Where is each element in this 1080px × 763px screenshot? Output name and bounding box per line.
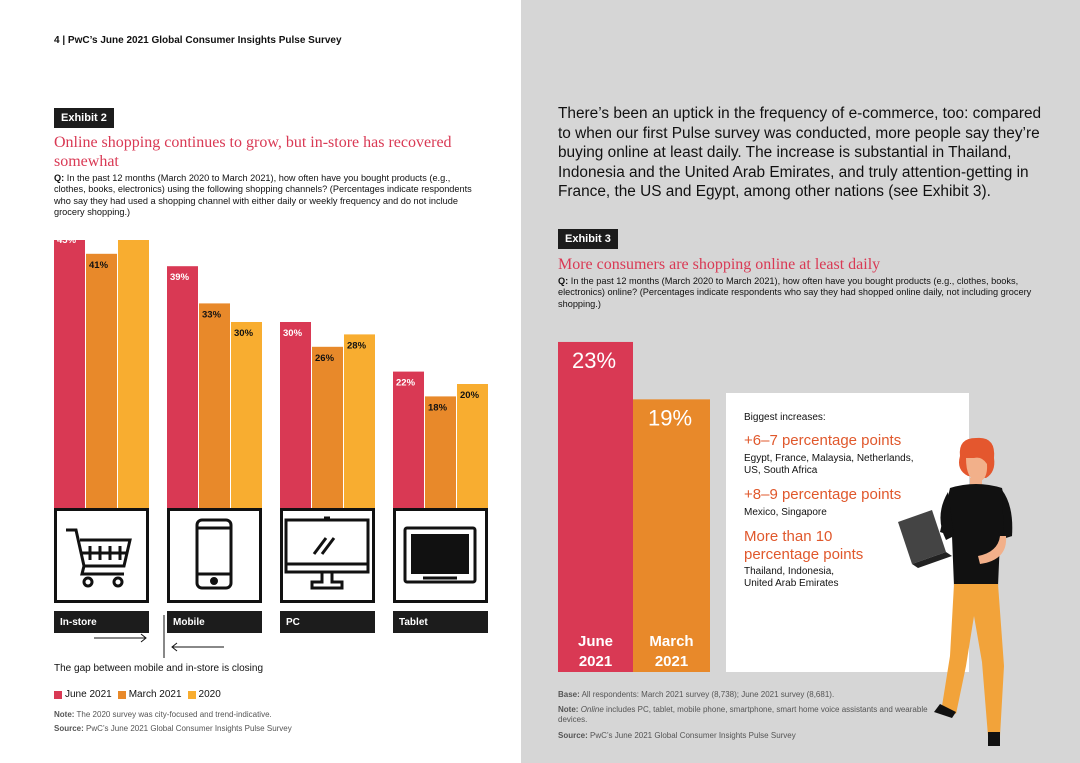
category-icon-frame [280, 508, 375, 603]
category-label-tablet: Tablet [393, 611, 488, 633]
increase-countries-3: Thailand, Indonesia, United Arab Emirate… [744, 566, 839, 589]
bar-mobile-2020 [231, 322, 262, 508]
legend-swatch [187, 690, 196, 699]
bar-category-label: 2021 [655, 653, 688, 670]
bar-tablet-march-2021 [425, 396, 456, 508]
bar-category-label: June [578, 633, 613, 650]
bar-value-label: 45% [57, 240, 77, 246]
category-icon-frame [167, 508, 262, 603]
increase-range-3: More than 10 percentage points [744, 528, 864, 563]
bar-june-2021 [558, 341, 633, 672]
question-text: In the past 12 months (March 2020 to Mar… [54, 173, 472, 218]
tablet-icon [403, 526, 477, 584]
note-lead: Note: [54, 710, 75, 719]
bar-value-label: 39% [170, 272, 190, 283]
person-with-laptop-illustration [898, 437, 1013, 746]
gap-arrows [94, 615, 224, 658]
exhibit-2-badge: Exhibit 2 [54, 108, 114, 128]
source-lead: Source: [558, 731, 588, 740]
increase-countries-2: Mexico, Singapore [744, 507, 827, 518]
source-text: PwC’s June 2021 Global Consumer Insights… [587, 731, 796, 740]
exhibit-3-badge: Exhibit 3 [558, 229, 618, 249]
category-label-in-store: In-store [54, 611, 149, 633]
smartphone-icon [195, 518, 233, 590]
legend-item-march-2021: March 2021 [117, 689, 182, 700]
bar-value-label: 33% [202, 309, 222, 320]
bar-value-label: 30% [283, 328, 303, 339]
exhibit-2-title: Online shopping continues to grow, but i… [54, 134, 452, 170]
exhibit-2-chart: 45%41%47%39%33%30%30%26%28%22%18%20% [54, 240, 488, 658]
body-paragraph: There’s been an uptick in the frequency … [558, 105, 1042, 201]
bar-pc-march-2021 [312, 346, 343, 508]
bar-value-label: 22% [396, 378, 416, 389]
exhibit-3-base: Base: All respondents: March 2021 survey… [558, 690, 958, 700]
legend-swatch [117, 690, 126, 699]
base-text: All respondents: March 2021 survey (8,73… [579, 690, 835, 699]
note-text: The 2020 survey was city-focused and tre… [74, 710, 272, 719]
base-lead: Base: [558, 690, 580, 699]
bar-value-label: 20% [460, 390, 480, 401]
source-text: PwC’s June 2021 Global Consumer Insights… [83, 724, 292, 733]
exhibit-2-question: Q: In the past 12 months (March 2020 to … [54, 173, 484, 219]
exhibit-3-note: Note: Online includes PC, tablet, mobile… [558, 705, 928, 725]
increase-range-1: +6–7 percentage points [744, 432, 902, 449]
bar-in-store-june-2021 [54, 240, 85, 508]
bar-tablet-2020 [457, 384, 488, 508]
bar-value-label: 30% [234, 328, 254, 339]
exhibit-3-title: More consumers are shopping online at le… [558, 256, 881, 273]
bar-mobile-june-2021 [167, 266, 198, 508]
legend-item-june-2021: June 2021 [54, 689, 112, 700]
legend-label: 2020 [198, 689, 221, 700]
exhibit-3-source: Source: PwC’s June 2021 Global Consumer … [558, 731, 958, 741]
bar-value-label: 23% [572, 348, 616, 373]
page-header: 4 | PwC’s June 2021 Global Consumer Insi… [54, 35, 342, 46]
bar-value-label: 19% [648, 405, 692, 430]
increase-countries-1: Egypt, France, Malaysia, Netherlands, US… [744, 453, 914, 476]
bar-category-label: 2021 [579, 653, 612, 670]
shopping-cart-icon [66, 528, 132, 588]
bar-value-label: 26% [315, 353, 335, 364]
legend-label: March 2021 [128, 689, 182, 700]
bar-pc-2020 [344, 334, 375, 508]
bar-march-2021 [633, 399, 710, 672]
bar-value-label: 28% [347, 340, 367, 351]
question-lead: Q: [54, 173, 65, 183]
exhibit-3-chart: 23% June 2021 19% March 2021 [558, 341, 710, 672]
legend-label: June 2021 [65, 689, 112, 700]
increase-range-2: +8–9 percentage points [744, 486, 902, 503]
bar-value-label: 18% [428, 402, 448, 413]
increases-heading: Biggest increases: [744, 412, 826, 423]
note-italic: Online [580, 705, 604, 714]
chart-legend: June 2021 March 2021 2020 [54, 689, 223, 700]
note-lead: Note: [558, 705, 579, 714]
bar-value-label: 41% [89, 260, 109, 271]
exhibit-2-note: Note: The 2020 survey was city-focused a… [54, 710, 474, 720]
exhibit-3-question: Q: In the past 12 months (March 2020 to … [558, 276, 1048, 310]
bar-category-label: March [649, 633, 693, 650]
exhibit-2-source: Source: PwC’s June 2021 Global Consumer … [54, 724, 474, 734]
bar-tablet-june-2021 [393, 371, 424, 508]
bar-in-store-march-2021 [86, 253, 117, 508]
note-text: includes PC, tablet, mobile phone, smart… [558, 705, 928, 724]
desktop-monitor-icon [284, 516, 370, 590]
legend-swatch [54, 690, 62, 699]
legend-item-2020: 2020 [187, 689, 221, 700]
source-lead: Source: [54, 724, 84, 733]
gap-note: The gap between mobile and in-store is c… [54, 663, 264, 674]
question-text: In the past 12 months (March 2020 to Mar… [558, 276, 1032, 309]
bar-in-store-2020 [118, 240, 149, 508]
bar-pc-june-2021 [280, 322, 311, 508]
question-lead: Q: [558, 276, 569, 286]
category-icon-frame [54, 508, 149, 603]
category-label-pc: PC [280, 611, 375, 633]
bar-mobile-march-2021 [199, 303, 230, 508]
category-label-mobile: Mobile [167, 611, 262, 633]
